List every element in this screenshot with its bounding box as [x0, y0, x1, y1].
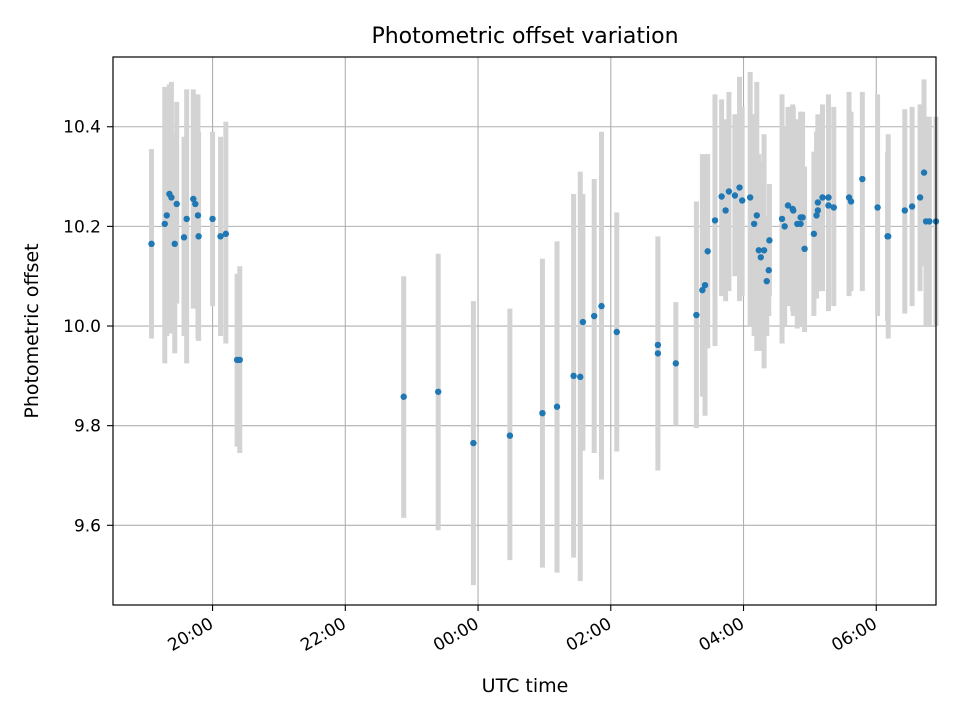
- data-point: [781, 223, 788, 230]
- data-point: [190, 195, 197, 203]
- data-point: [217, 233, 224, 240]
- data-point: [825, 194, 832, 201]
- data-point: [920, 169, 928, 176]
- data-point: [778, 215, 786, 223]
- data-point: [784, 202, 792, 209]
- y-tick-label: 10.2: [63, 217, 101, 237]
- data-point: [799, 214, 806, 221]
- data-point: [731, 192, 739, 199]
- data-point: [654, 341, 662, 349]
- data-point: [738, 197, 746, 204]
- data-point: [236, 356, 243, 364]
- data-point: [765, 267, 772, 274]
- data-point: [704, 248, 711, 255]
- data-point: [874, 204, 881, 211]
- data-point: [797, 220, 804, 228]
- chart-title: Photometric offset variation: [371, 24, 678, 49]
- data-point: [693, 311, 700, 319]
- data-point: [161, 220, 168, 228]
- data-point: [470, 439, 477, 447]
- data-point: [814, 207, 822, 214]
- data-point: [209, 215, 216, 223]
- data-point: [901, 207, 909, 214]
- data-point: [171, 240, 178, 248]
- data-point: [830, 204, 837, 211]
- data-point: [590, 312, 598, 320]
- data-point: [194, 212, 202, 219]
- y-axis-ticks: 9.6 9.8 10.0 10.2 10.4: [63, 118, 113, 536]
- data-point: [885, 233, 892, 240]
- data-point: [598, 302, 605, 310]
- data-point: [825, 202, 832, 209]
- data-point: [699, 286, 706, 294]
- data-point: [819, 194, 826, 201]
- data-point: [766, 237, 773, 244]
- y-tick-label: 9.8: [74, 417, 101, 437]
- data-point: [173, 200, 180, 208]
- data-point: [908, 203, 916, 210]
- data-point: [810, 230, 818, 238]
- x-axis-label: UTC time: [482, 675, 569, 697]
- data-point: [757, 254, 764, 261]
- data-point: [192, 200, 199, 208]
- data-point: [183, 215, 190, 223]
- data-point: [736, 184, 743, 191]
- data-point: [148, 240, 155, 248]
- data-point: [400, 393, 407, 400]
- data-point: [847, 198, 855, 205]
- data-point: [613, 328, 620, 336]
- data-point: [672, 360, 680, 367]
- data-point: [570, 372, 577, 380]
- plot-frame: [112, 56, 937, 606]
- data-point: [654, 350, 662, 357]
- data-point: [755, 247, 762, 254]
- data-point: [763, 277, 770, 285]
- data-point: [750, 220, 758, 228]
- data-point: [701, 281, 709, 289]
- y-axis-label: Photometric offset: [21, 243, 43, 418]
- data-point: [801, 245, 808, 252]
- data-point: [539, 410, 546, 417]
- data-point: [725, 188, 733, 195]
- data-point: [579, 318, 587, 326]
- data-point: [711, 217, 719, 224]
- data-point: [222, 230, 230, 238]
- data-point: [180, 234, 188, 241]
- data-point: [722, 207, 729, 214]
- data-point: [760, 247, 768, 254]
- data-point: [746, 194, 754, 201]
- data-point: [506, 432, 514, 439]
- data-point: [813, 212, 820, 219]
- y-tick-label: 9.6: [74, 516, 101, 536]
- data-point: [916, 194, 924, 201]
- y-tick-label: 10.0: [63, 317, 101, 337]
- data-point: [814, 199, 822, 206]
- data-point: [859, 175, 866, 183]
- data-points: [148, 169, 940, 447]
- data-point: [435, 388, 442, 395]
- data-point: [168, 194, 175, 201]
- data-point: [577, 373, 584, 381]
- data-point: [926, 218, 933, 225]
- data-point: [553, 403, 561, 410]
- data-point: [195, 233, 202, 240]
- data-point: [790, 207, 797, 214]
- y-tick-label: 10.4: [63, 118, 101, 138]
- data-point: [718, 193, 725, 200]
- data-point: [753, 212, 760, 219]
- data-point: [163, 212, 170, 219]
